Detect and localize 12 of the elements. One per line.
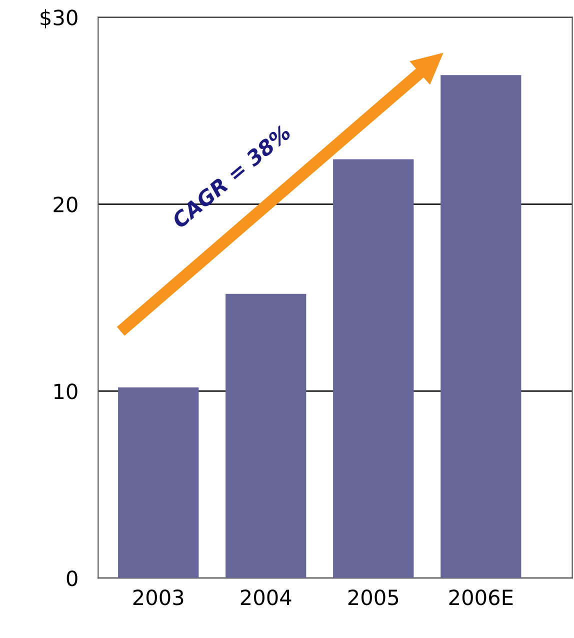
x-tick-label: 2005 [348,590,398,606]
x-tick-label: 2004 [240,590,292,606]
y-tick-label: 10 [54,384,78,400]
bar [440,75,522,578]
x-tick-label: 2006E [449,590,513,606]
y-tick-label: 0 [66,570,78,586]
bar [226,294,306,578]
bar [118,387,199,578]
y-tick-label: $30 [40,9,78,28]
bar [333,159,414,578]
y-tick-label: 20 [54,196,78,212]
x-tick-label: 2003 [133,590,184,606]
